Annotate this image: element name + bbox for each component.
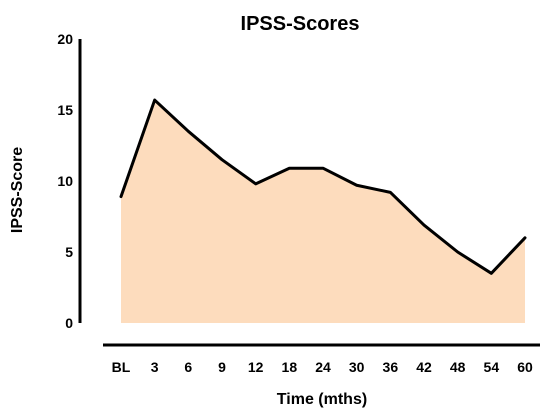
data-point bbox=[153, 98, 157, 102]
x-tick-label: BL bbox=[112, 359, 131, 375]
y-tick-label: 20 bbox=[57, 31, 73, 47]
x-tick-label: 9 bbox=[218, 359, 226, 375]
data-point bbox=[186, 129, 190, 133]
x-tick-label: 48 bbox=[450, 359, 466, 375]
y-tick-layer: 0 5 10 15 20 bbox=[57, 31, 73, 331]
chart-title: IPSS-Scores bbox=[241, 13, 360, 35]
data-point bbox=[119, 195, 123, 199]
y-tick-label: 5 bbox=[65, 244, 73, 260]
data-point bbox=[489, 271, 493, 275]
x-tick-layer: BL 3 6 9 12 18 24 30 36 42 48 54 60 bbox=[112, 359, 533, 375]
x-tick-label: 3 bbox=[151, 359, 159, 375]
x-tick-label: 36 bbox=[383, 359, 399, 375]
x-tick-label: 30 bbox=[349, 359, 365, 375]
x-tick-label: 24 bbox=[315, 359, 331, 375]
axis-layer bbox=[78, 39, 540, 347]
y-tick-label: 0 bbox=[65, 315, 73, 331]
x-tick-label: 54 bbox=[484, 359, 500, 375]
area-layer bbox=[121, 100, 525, 323]
x-tick-label: 18 bbox=[282, 359, 298, 375]
data-point bbox=[355, 183, 359, 187]
ipss-area-fill bbox=[121, 100, 525, 323]
data-point bbox=[321, 166, 325, 170]
y-axis-label: IPSS-Score bbox=[9, 147, 26, 233]
y-tick-label: 10 bbox=[57, 173, 73, 189]
data-point bbox=[523, 236, 527, 240]
data-point bbox=[422, 223, 426, 227]
x-tick-label: 60 bbox=[517, 359, 533, 375]
line-layer bbox=[119, 98, 527, 275]
x-tick-label: 12 bbox=[248, 359, 264, 375]
x-axis-label: Time (mths) bbox=[277, 391, 367, 408]
data-point bbox=[388, 190, 392, 194]
x-tick-label: 42 bbox=[416, 359, 432, 375]
data-point bbox=[456, 250, 460, 254]
y-tick-label: 15 bbox=[57, 102, 73, 118]
data-point bbox=[254, 182, 258, 186]
data-point bbox=[220, 158, 224, 162]
x-tick-label: 6 bbox=[184, 359, 192, 375]
data-point bbox=[287, 166, 291, 170]
ipss-series-line bbox=[119, 98, 527, 275]
